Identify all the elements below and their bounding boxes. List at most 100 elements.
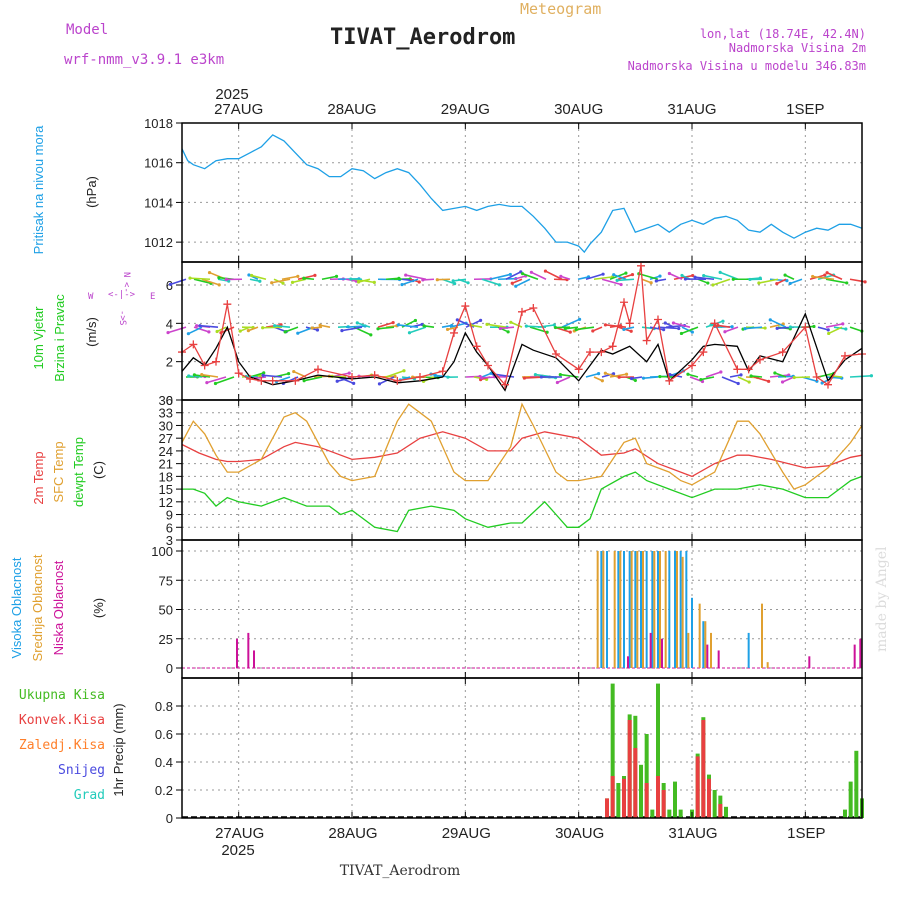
wind-arrow-head [654, 279, 658, 283]
wind-arrow-head [355, 321, 359, 325]
wind-arrow [262, 326, 283, 329]
wind-arrow [817, 326, 829, 331]
wind-arrow-head [287, 372, 291, 376]
wind-arrow [377, 326, 395, 330]
svg-text:S: S [117, 320, 127, 325]
gust-marker [234, 369, 243, 378]
wind-arrow [320, 324, 331, 328]
wind-arrow-head [302, 276, 306, 280]
wind-arrow-head [736, 381, 740, 386]
wind-arrow-head [612, 273, 616, 277]
wind-arrow-head [763, 326, 767, 330]
wind-arrow-head [166, 330, 170, 335]
top-year-label: 2025 [215, 86, 248, 103]
bar-0 [650, 809, 655, 818]
wind-arrow-head [479, 376, 484, 380]
wind-arrow-head [699, 377, 703, 382]
wind-arrow [828, 326, 843, 335]
wind-arrow-head [168, 282, 173, 286]
wind-arrow-head [352, 381, 356, 386]
gust-marker [438, 367, 447, 376]
y-tick-label: 0 [166, 393, 173, 408]
gust-marker [801, 323, 810, 332]
wind-arrow-head [396, 323, 400, 327]
wind-arrow-head [207, 270, 212, 275]
elevation-label: Nadmorska Visina 2m [729, 41, 866, 55]
wind-arrow [423, 325, 435, 328]
legend-conv-rain: Konvek.Kisa [19, 713, 105, 728]
wind-arrow-head [198, 324, 202, 328]
wind-arrow [577, 276, 589, 281]
bar-0 [634, 551, 637, 668]
series-line-2 [182, 471, 863, 533]
wind-arrow-head [617, 375, 621, 379]
bottom-date-label: 30AUG [555, 825, 604, 842]
wind-arrow [422, 278, 435, 281]
wind-arrow-head [292, 369, 296, 374]
bar-1 [701, 720, 706, 818]
bar-2 [627, 656, 629, 668]
wind-arrow [769, 319, 787, 328]
wind-arrow-head [823, 273, 827, 277]
wind-arrow-head [407, 331, 412, 335]
wind-arrow [817, 274, 834, 281]
wind-arrow [643, 376, 659, 379]
model-elevation-label: Nadmorska Visina u modelu 346.83m [628, 59, 866, 73]
gust-marker [450, 328, 458, 337]
bar-1 [642, 551, 644, 668]
top-date-label: 31AUG [667, 101, 716, 118]
panel-3: 0 25 50 75 100 [151, 539, 863, 679]
wind-arrow-head [739, 373, 743, 377]
bar-0 [610, 683, 615, 818]
bar-2 [717, 650, 720, 668]
wind-arrow [561, 318, 580, 328]
bar-2 [706, 644, 709, 668]
wind-arrow-head [812, 324, 816, 329]
bar-1 [627, 720, 632, 818]
wind-arrow-head [748, 277, 752, 282]
wind-arrow-head [334, 274, 339, 278]
wind-arrow-head [281, 281, 285, 285]
series-line-0 [181, 431, 863, 478]
wind-arrow [409, 326, 427, 334]
wind-arrow [345, 325, 366, 328]
wind-arrow [721, 376, 739, 385]
panel-0: 1012 1014 1016 1018 [144, 116, 863, 263]
bar-0 [617, 551, 620, 668]
wind-arrow-head [663, 321, 667, 325]
wind-arrow [215, 376, 235, 385]
bottom-year-label: 2025 [221, 842, 254, 859]
wind-arrow-head [205, 380, 209, 385]
y-tick-label: 6 [166, 520, 173, 535]
bar-0 [639, 764, 643, 818]
bottom-date-label: 29AUG [442, 825, 491, 842]
gust-marker [268, 376, 277, 385]
wind-arrow-head [624, 271, 628, 275]
wind-arrow-head [743, 327, 747, 331]
wind-arrow [717, 324, 731, 328]
wind-arrow-head [629, 329, 633, 333]
bar-2 [649, 632, 652, 668]
wind-arrow-head [524, 324, 528, 328]
y-tick-label: 9 [166, 508, 173, 523]
wind-arrow-head [574, 327, 578, 332]
wind-arrow [321, 275, 337, 281]
wind-arrow-head [603, 371, 607, 375]
wind-arrow [657, 326, 679, 330]
bottom-date-label: 1SEP [787, 825, 825, 842]
panel-4: 0 0.2 0.4 0.6 0.8 [155, 677, 864, 826]
wind-arrow-head [224, 277, 228, 281]
gust-marker [812, 373, 821, 381]
svg-text:E: E [150, 292, 155, 302]
wind-arrow [255, 376, 267, 380]
wind-arrow-head [691, 273, 695, 278]
bar-1 [633, 748, 638, 818]
wind-arrow-head [775, 326, 779, 330]
bar-0 [843, 809, 847, 818]
wind-arrow-head [514, 284, 518, 288]
bar-2 [859, 638, 862, 668]
wind-arrow-head [568, 330, 572, 334]
wind-arrow-head [716, 323, 720, 328]
wind-arrow-head [261, 373, 265, 377]
